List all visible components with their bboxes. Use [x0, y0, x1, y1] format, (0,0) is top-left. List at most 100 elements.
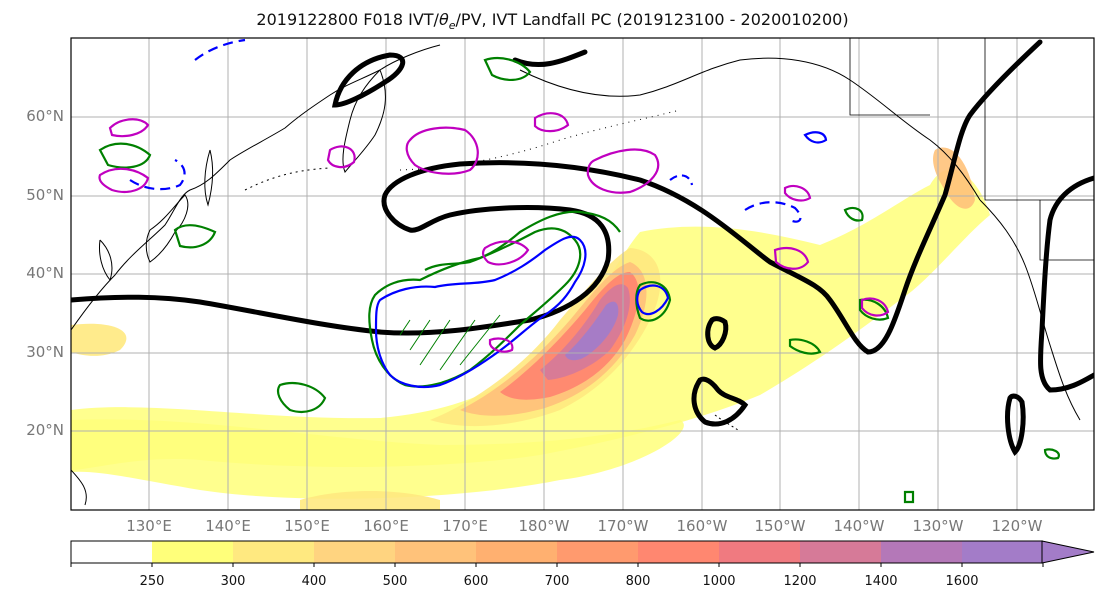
colorbar-level-label: 400 [301, 574, 327, 589]
magenta-contour-upper [405, 126, 479, 175]
lon-label-150e: 150°E [284, 517, 330, 535]
magenta-contour-center [326, 145, 356, 169]
lon-label-140e: 140°E [205, 517, 251, 535]
colorbar-level-label: 700 [544, 574, 570, 589]
coast-aleutian [399, 109, 681, 171]
magenta-contour-east1 [773, 246, 810, 270]
lon-label-170e: 170°E [442, 517, 488, 535]
colorbar-segment [152, 541, 234, 563]
colorbar-segment [719, 541, 801, 563]
blue-contour-dash2 [669, 174, 694, 186]
colorbar-segment [233, 541, 315, 563]
colorbar-segment [71, 541, 153, 563]
blue-contour-mid [744, 201, 802, 223]
lat-label-30: 30°N [26, 343, 64, 361]
magenta-contour-east2 [783, 184, 812, 202]
magenta-contour-east3 [860, 297, 890, 317]
blue-contours [129, 38, 828, 389]
magenta-contour-small [533, 112, 570, 133]
colorbar-level-label: 1600 [945, 574, 979, 589]
magenta-contour-west [98, 167, 150, 194]
green-contour-east3 [858, 298, 890, 321]
coast-korea [99, 239, 113, 282]
green-contour-west1 [276, 381, 327, 414]
coast-asia [71, 44, 441, 331]
map-title: 2019122800 F018 IVT/θe/PV, IVT Landfall … [256, 10, 849, 33]
magenta-contours [98, 112, 890, 353]
coast-kamchatka [342, 69, 386, 173]
graticule [71, 38, 1094, 510]
blue-contour-alaska [803, 131, 828, 144]
lon-label-160e: 160°E [363, 517, 409, 535]
blue-contour-east [636, 284, 670, 316]
colorbar-extend-arrow [1041, 540, 1095, 564]
colorbar-level-label: 500 [382, 574, 408, 589]
green-contour-hawaii [788, 338, 822, 355]
magenta-contour-nw [108, 118, 150, 138]
ivt-band-alaska [933, 147, 975, 209]
lon-label-160w: 160°W [676, 517, 728, 535]
colorbar-segment [881, 541, 963, 563]
ivt-band-250 [71, 169, 990, 470]
coast-alaska [519, 57, 981, 201]
pc-contour-main [71, 39, 1043, 355]
colorbar-level-label: 1400 [864, 574, 898, 589]
lat-label-60: 60°N [26, 107, 64, 125]
colorbar-segment [314, 541, 396, 563]
green-contour-se [903, 490, 915, 504]
lat-label-40: 40°N [26, 264, 64, 282]
green-contour-west3 [98, 142, 152, 169]
colorbar-segment [557, 541, 639, 563]
lat-label-50: 50°N [26, 186, 64, 204]
ivt-band-south [300, 491, 440, 510]
colorbar-level-label: 1200 [783, 574, 817, 589]
lon-label-120w: 120°W [991, 517, 1043, 535]
blue-contour-north [194, 38, 246, 61]
ivt-band-mid [71, 323, 127, 356]
colorbar-level-label: 300 [220, 574, 246, 589]
lon-label-180w: 180°W [518, 517, 570, 535]
green-contour-right [1043, 448, 1060, 460]
colorbar-segment [476, 541, 558, 563]
magenta-contour-inner [481, 240, 530, 266]
map-frame [70, 37, 1095, 511]
ivt-band-tropical [71, 419, 684, 499]
coast-japan [145, 194, 189, 263]
lat-label-20: 20°N [26, 421, 64, 439]
colorbar-segment [800, 541, 882, 563]
lon-label-130w: 130°W [912, 517, 964, 535]
pc-contour-east [1038, 175, 1094, 393]
blue-contour-central [374, 235, 587, 389]
colorbar-level-label: 600 [463, 574, 489, 589]
ivt-shading [71, 147, 990, 510]
colorbar [70, 540, 1095, 567]
lon-label-150w: 150°W [754, 517, 806, 535]
coast-kuril [244, 167, 331, 191]
lon-label-140w: 140°W [833, 517, 885, 535]
magenta-contour-mid [586, 148, 660, 194]
coast-philippines [71, 469, 87, 506]
coast-north-america [979, 199, 1081, 421]
magenta-contour-low [488, 337, 514, 353]
pc-contour-eastpac [1005, 393, 1026, 457]
colorbar-segment [638, 541, 720, 563]
lon-label-170w: 170°W [597, 517, 649, 535]
colorbar-level-label: 800 [625, 574, 651, 589]
coast-sakhalin [204, 149, 214, 207]
lon-label-130e: 130°E [126, 517, 172, 535]
colorbar-segment [395, 541, 477, 563]
pc-contour-north [331, 52, 405, 108]
green-contour-west2 [173, 224, 217, 249]
pc-contour-small [705, 316, 729, 351]
green-contour-hatched [399, 314, 501, 371]
coastlines [71, 44, 1081, 506]
colorbar-segment [962, 541, 1044, 563]
green-contour-north [483, 56, 532, 81]
pc-contours [71, 39, 1094, 457]
colorbar-level-label: 250 [139, 574, 165, 589]
pc-contour-north2 [512, 49, 588, 68]
colorbar-level-label: 1000 [702, 574, 736, 589]
green-contour-east2 [843, 206, 864, 222]
pc-contour-hawaii [691, 376, 749, 427]
